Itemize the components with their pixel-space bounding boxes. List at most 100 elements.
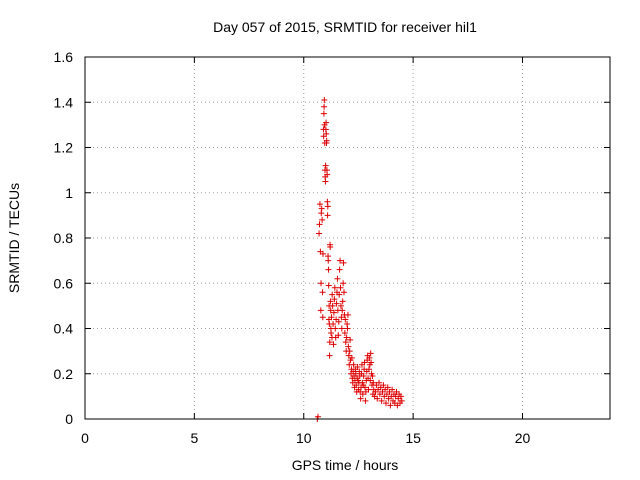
y-tick-label: 0 [65,411,73,427]
y-tick-label: 0.2 [54,366,74,382]
data-point [335,318,342,325]
data-point [318,280,325,287]
y-tick-label: 1.2 [54,140,74,156]
grid [85,57,610,419]
data-point [398,397,405,404]
data-point [370,379,377,386]
data-point [339,298,346,305]
data-point [319,289,326,296]
data-point [330,309,337,316]
data-point [330,341,337,348]
data-point [340,259,347,266]
data-point [325,282,332,289]
data-point [336,291,343,298]
data-point [376,379,382,386]
data-point [337,284,344,291]
data-point [380,382,387,389]
data-point [342,316,349,323]
data-point [352,370,359,377]
data-point [357,395,364,402]
data-point [335,332,342,339]
data-point [329,291,336,298]
data-point [327,298,334,305]
data-point [360,373,367,380]
data-point [336,266,343,273]
data-point [328,314,335,321]
data-point [362,384,368,391]
data-point [348,354,355,361]
data-point [332,325,339,332]
y-tick-label: 0.6 [54,275,74,291]
data-point [325,266,332,273]
data-points [314,96,405,422]
data-point [367,350,374,357]
data-point [321,96,328,103]
data-point [342,339,349,346]
y-tick-label: 0.4 [54,321,74,337]
data-point [331,284,338,291]
data-point [367,377,374,384]
data-point [324,212,331,219]
data-point [316,230,323,237]
data-point [316,221,323,228]
data-point [334,275,341,282]
data-point [344,311,351,318]
data-point [341,330,348,337]
data-point [337,302,344,309]
data-point [345,352,352,359]
data-point [366,354,373,361]
data-point [322,178,329,185]
x-tick-label: 5 [190,430,198,446]
data-point [343,334,350,341]
data-point [344,325,351,332]
data-point [327,307,334,314]
data-point [322,162,329,169]
data-point [365,386,372,393]
data-point [328,330,335,337]
data-point [368,359,375,366]
data-point [378,397,385,404]
data-point [369,373,376,380]
data-point [323,119,330,126]
data-point [365,366,372,373]
data-point [350,361,357,368]
data-point [383,400,389,407]
data-point [329,302,336,309]
data-point [323,130,330,137]
data-point [316,201,323,208]
data-point [345,343,352,350]
data-point [323,137,330,144]
x-tick-label: 20 [515,430,531,446]
x-tick-label: 0 [81,430,89,446]
data-point [331,296,338,303]
data-point [319,314,326,321]
data-point [324,203,331,210]
data-point [362,397,369,404]
y-tick-label: 0.8 [54,230,74,246]
data-point [340,280,347,287]
data-point [320,250,326,257]
y-axis-label: SRMTID / TECUs [6,183,22,293]
data-point [384,384,391,391]
chart-title: Day 057 of 2015, SRMTID for receiver hil… [213,19,477,35]
data-point [397,393,404,400]
data-point [330,320,337,327]
data-point [326,339,333,346]
data-point [359,391,366,398]
data-point [374,395,381,402]
data-point [324,171,331,178]
data-point [346,348,353,355]
data-point [333,300,340,307]
data-point [320,110,327,117]
x-axis-label: GPS time / hours [292,457,399,473]
axes: 0 5 10 15 20 0 0.2 0.4 0.6 0.8 1 1.2 1.4 1.6 [54,49,610,446]
data-point [339,307,346,314]
data-point [319,216,326,223]
data-point [338,314,345,321]
data-point [387,402,394,409]
data-point [337,257,344,264]
data-point [347,336,354,343]
data-point [327,244,334,251]
data-point [354,363,361,370]
